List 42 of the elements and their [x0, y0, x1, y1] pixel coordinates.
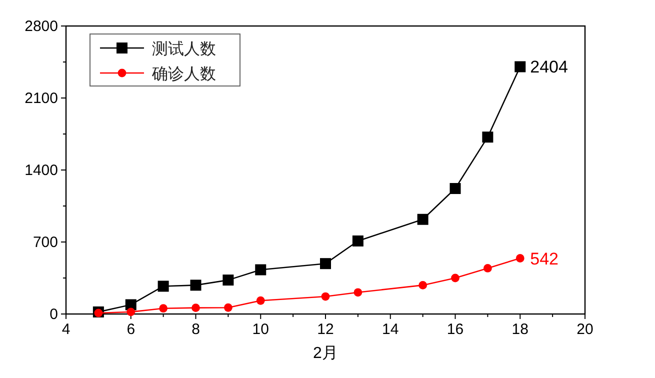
point	[482, 132, 494, 143]
x-tick-label: 16	[446, 321, 464, 338]
point	[158, 280, 169, 292]
y-tick-label: 700	[32, 234, 58, 251]
point	[192, 304, 200, 312]
point	[514, 61, 526, 72]
point	[352, 235, 364, 246]
x-tick-label: 20	[576, 321, 594, 338]
y-tick-label: 2100	[24, 90, 58, 107]
legend-label: 确诊人数	[151, 66, 216, 83]
x-axis-title: 2月	[313, 345, 338, 362]
point	[417, 214, 428, 225]
point	[320, 258, 331, 270]
y-tick-label: 1400	[24, 162, 58, 179]
x-tick-label: 18	[512, 321, 528, 338]
point	[450, 183, 461, 194]
point	[224, 303, 232, 312]
x-tick-label: 14	[382, 321, 399, 338]
point	[354, 288, 362, 297]
point	[418, 281, 428, 290]
y-tick-label: 0	[50, 306, 58, 323]
x-tick-label: 12	[317, 321, 334, 338]
point	[256, 296, 265, 305]
point	[516, 254, 524, 262]
x-tick-label: 4	[62, 321, 70, 338]
point	[222, 274, 234, 286]
point	[483, 264, 492, 272]
point	[321, 292, 330, 301]
point	[451, 274, 460, 282]
x-tick-label: 6	[126, 321, 136, 338]
point	[125, 299, 136, 310]
y-tick-label: 2800	[24, 18, 58, 35]
annotation: 2404	[530, 58, 568, 77]
x-tick-label: 8	[192, 321, 200, 338]
point	[255, 264, 266, 276]
point	[94, 308, 103, 318]
annotation: 542	[530, 249, 558, 268]
point	[190, 280, 202, 291]
x-tick-label: 10	[252, 321, 269, 338]
point	[159, 304, 168, 313]
legend-label: 测试人数	[152, 40, 216, 58]
point	[126, 308, 136, 316]
